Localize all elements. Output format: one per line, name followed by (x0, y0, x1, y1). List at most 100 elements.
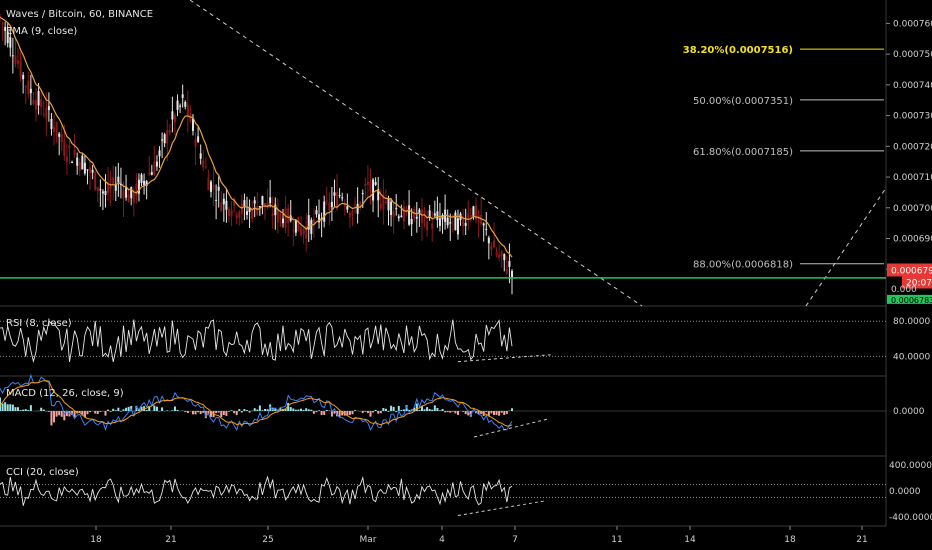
candle-body (390, 201, 393, 216)
candle-body (325, 200, 328, 202)
macd-histogram-bar (354, 410, 357, 411)
rsi-panel[interactable] (0, 319, 886, 364)
candle-body (467, 213, 470, 221)
candle-body (361, 193, 364, 195)
candle-body (364, 184, 367, 186)
candle-body (372, 179, 375, 201)
macd-histogram-bar (315, 411, 318, 413)
macd-histogram-bar (83, 411, 86, 418)
candle-body (104, 190, 107, 195)
price-axis[interactable]: 0.0007600 0.0007500 0.0007400 0.0007300 0.00… (886, 19, 932, 523)
candle-body (279, 212, 282, 219)
candle-body (508, 261, 511, 268)
candle-body (408, 205, 411, 225)
macd-histogram-bar (495, 411, 498, 415)
candle-body (163, 134, 166, 144)
candle-body (420, 209, 423, 223)
cci-panel[interactable] (0, 475, 886, 517)
candle-body (451, 215, 454, 218)
candle-body (289, 215, 292, 221)
candle-body (258, 206, 261, 208)
macd-histogram-bar (148, 406, 151, 411)
macd-histogram-bar (240, 411, 243, 413)
macd-histogram-bar (233, 411, 236, 414)
candle-body (235, 214, 238, 219)
macd-histogram-bar (451, 411, 454, 412)
macd-histogram-bar (29, 405, 32, 411)
macd-divergence-line[interactable] (473, 418, 549, 438)
candle-body (292, 230, 295, 232)
candle-body (186, 104, 189, 116)
macd-label: MACD (12, 26, close, 9) (6, 388, 124, 399)
candle-body (431, 223, 434, 229)
candle-body (397, 216, 400, 219)
candle-body (137, 179, 140, 194)
rsi-divergence-line[interactable] (457, 354, 553, 363)
price-panel[interactable]: 38.20%(0.0007516) 50.00%(0.0007351) 61.80%… (0, 0, 887, 307)
macd-histogram-bar (42, 409, 45, 411)
candle-body (37, 90, 40, 106)
candle-body (119, 183, 122, 186)
macd-histogram-bar (53, 411, 56, 423)
rsi-axis-label: 80.0000 (893, 317, 930, 327)
candle-body (346, 206, 349, 210)
macd-histogram-bar (127, 406, 130, 411)
macd-panel[interactable] (0, 373, 886, 438)
candle-body (395, 208, 398, 210)
macd-histogram-bar (47, 411, 50, 412)
candle-body (330, 201, 333, 208)
macd-histogram-bar (307, 409, 310, 411)
macd-axis-label: 0.0000 (893, 407, 925, 417)
candle-body (480, 214, 483, 225)
cci-divergence-line[interactable] (457, 500, 547, 517)
candle-body (238, 211, 241, 219)
fib-level-label: 88.00%(0.0006818) (693, 260, 793, 271)
candle-body (369, 182, 372, 192)
candle-body (343, 204, 346, 207)
macd-histogram-bar (1, 403, 4, 411)
macd-histogram-bar (125, 407, 128, 411)
price-axis-label: 0.0007400 (893, 81, 932, 91)
candle-body (14, 55, 17, 64)
macd-histogram-bar (245, 410, 248, 411)
macd-histogram-bar (480, 411, 483, 414)
macd-histogram-bar (397, 405, 400, 411)
macd-histogram-bar (140, 406, 143, 411)
cci-axis-label: 0.0000 (889, 487, 921, 497)
candle-body (382, 194, 385, 210)
macd-histogram-bar (145, 409, 148, 411)
candle-body (225, 200, 228, 210)
macd-histogram-bar (287, 402, 290, 411)
candle-body (312, 218, 315, 224)
macd-histogram-bar (204, 411, 207, 419)
time-axis[interactable]: 18 21 25 Mar 4 7 11 14 18 21 (90, 526, 868, 545)
time-axis-label: 21 (165, 535, 176, 545)
macd-histogram-bar (119, 411, 122, 412)
support-price-tag[interactable] (887, 294, 932, 304)
time-axis-label: Mar (360, 535, 377, 545)
candle-body (47, 106, 50, 110)
candle-body (207, 178, 210, 191)
macd-histogram-bar (89, 411, 92, 413)
macd-histogram-bar (96, 411, 99, 414)
candle-body (305, 226, 308, 239)
candle-body (217, 186, 220, 191)
candle-body (202, 160, 205, 168)
macd-histogram-bar (191, 411, 194, 415)
macd-histogram-bar (235, 411, 238, 416)
candle-body (184, 101, 187, 107)
current-price-tag[interactable] (887, 263, 932, 277)
macd-histogram-bar (454, 411, 457, 414)
macd-histogram-bar (292, 408, 295, 411)
macd-histogram-bar (382, 408, 385, 411)
candle-body (336, 192, 339, 209)
macd-histogram-bar (197, 411, 200, 413)
candle-body (469, 214, 472, 217)
macd-histogram-bar (492, 411, 495, 416)
candle-body (282, 218, 285, 224)
candle-body (78, 162, 81, 171)
macd-histogram-bar (469, 411, 472, 417)
descending-trendline[interactable] (189, 0, 643, 307)
candle-body (60, 134, 63, 143)
